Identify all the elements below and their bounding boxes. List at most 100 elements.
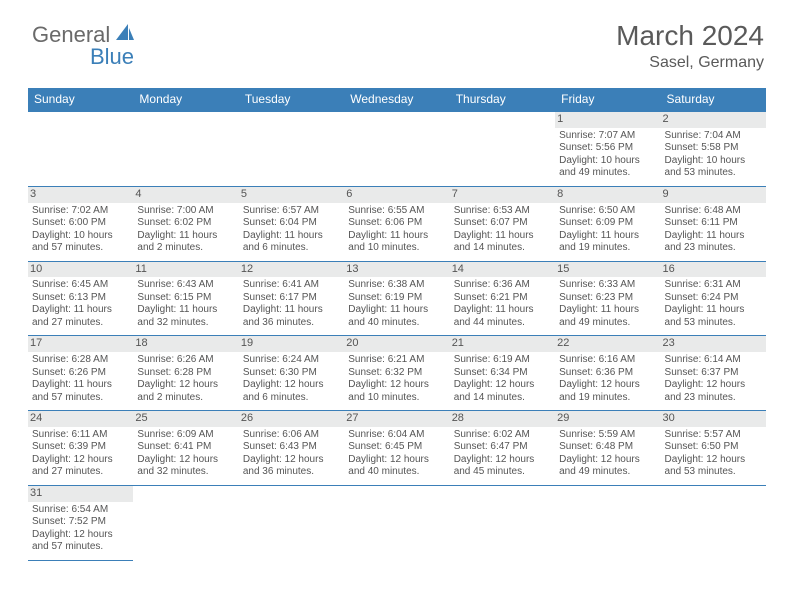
day-number: 9: [661, 187, 766, 203]
calendar-cell: 3Sunrise: 7:02 AMSunset: 6:00 PMDaylight…: [28, 186, 133, 261]
sunrise-label: Sunrise: 6:26 AM: [137, 354, 234, 367]
daylight-label: Daylight: 12 hours and 53 minutes.: [665, 454, 762, 479]
calendar-cell: 29Sunrise: 5:59 AMSunset: 6:48 PMDayligh…: [555, 411, 660, 486]
calendar-row: 24Sunrise: 6:11 AMSunset: 6:39 PMDayligh…: [28, 411, 766, 486]
calendar-cell: 5Sunrise: 6:57 AMSunset: 6:04 PMDaylight…: [239, 186, 344, 261]
sunrise-label: Sunrise: 6:14 AM: [665, 354, 762, 367]
sunset-label: Sunset: 6:07 PM: [454, 217, 551, 230]
day-number: 30: [661, 411, 766, 427]
day-number: 12: [239, 262, 344, 278]
day-number: 23: [661, 336, 766, 352]
calendar-cell: 22Sunrise: 6:16 AMSunset: 6:36 PMDayligh…: [555, 336, 660, 411]
calendar-cell: [555, 485, 660, 560]
day-number: 20: [344, 336, 449, 352]
sail-icon: [114, 22, 136, 44]
daylight-label: Daylight: 12 hours and 10 minutes.: [348, 379, 445, 404]
calendar-cell: [239, 111, 344, 186]
sunset-label: Sunset: 6:45 PM: [348, 441, 445, 454]
calendar-cell: 6Sunrise: 6:55 AMSunset: 6:06 PMDaylight…: [344, 186, 449, 261]
day-number: 7: [450, 187, 555, 203]
daylight-label: Daylight: 10 hours and 49 minutes.: [559, 155, 656, 180]
weekday-monday: Monday: [133, 88, 238, 111]
sunrise-label: Sunrise: 6:28 AM: [32, 354, 129, 367]
calendar-cell: 1Sunrise: 7:07 AMSunset: 5:56 PMDaylight…: [555, 111, 660, 186]
calendar-cell: 26Sunrise: 6:06 AMSunset: 6:43 PMDayligh…: [239, 411, 344, 486]
sunset-label: Sunset: 6:11 PM: [665, 217, 762, 230]
daylight-label: Daylight: 11 hours and 23 minutes.: [665, 230, 762, 255]
sunset-label: Sunset: 6:41 PM: [137, 441, 234, 454]
day-number: 25: [133, 411, 238, 427]
day-number: 26: [239, 411, 344, 427]
sunrise-label: Sunrise: 6:09 AM: [137, 429, 234, 442]
calendar-cell: 18Sunrise: 6:26 AMSunset: 6:28 PMDayligh…: [133, 336, 238, 411]
daylight-label: Daylight: 12 hours and 14 minutes.: [454, 379, 551, 404]
sunrise-label: Sunrise: 6:19 AM: [454, 354, 551, 367]
calendar-cell: [133, 485, 238, 560]
calendar-cell: 31Sunrise: 6:54 AMSunset: 7:52 PMDayligh…: [28, 485, 133, 560]
daylight-label: Daylight: 12 hours and 2 minutes.: [137, 379, 234, 404]
daylight-label: Daylight: 12 hours and 40 minutes.: [348, 454, 445, 479]
sunset-label: Sunset: 6:24 PM: [665, 292, 762, 305]
sunset-label: Sunset: 6:04 PM: [243, 217, 340, 230]
weekday-tuesday: Tuesday: [239, 88, 344, 111]
calendar-row: 3Sunrise: 7:02 AMSunset: 6:00 PMDaylight…: [28, 186, 766, 261]
sunrise-label: Sunrise: 6:43 AM: [137, 279, 234, 292]
sunset-label: Sunset: 6:23 PM: [559, 292, 656, 305]
weekday-friday: Friday: [555, 88, 660, 111]
logo-text-blue: Blue: [90, 44, 134, 70]
day-number: 28: [450, 411, 555, 427]
sunrise-label: Sunrise: 6:41 AM: [243, 279, 340, 292]
daylight-label: Daylight: 11 hours and 10 minutes.: [348, 230, 445, 255]
day-number: 21: [450, 336, 555, 352]
calendar-cell: 27Sunrise: 6:04 AMSunset: 6:45 PMDayligh…: [344, 411, 449, 486]
sunset-label: Sunset: 7:52 PM: [32, 516, 129, 529]
calendar-cell: 13Sunrise: 6:38 AMSunset: 6:19 PMDayligh…: [344, 261, 449, 336]
daylight-label: Daylight: 11 hours and 53 minutes.: [665, 304, 762, 329]
sunset-label: Sunset: 6:48 PM: [559, 441, 656, 454]
daylight-label: Daylight: 12 hours and 57 minutes.: [32, 529, 129, 554]
daylight-label: Daylight: 12 hours and 32 minutes.: [137, 454, 234, 479]
sunrise-label: Sunrise: 6:50 AM: [559, 205, 656, 218]
calendar-cell: [28, 111, 133, 186]
calendar-cell: 4Sunrise: 7:00 AMSunset: 6:02 PMDaylight…: [133, 186, 238, 261]
sunrise-label: Sunrise: 6:57 AM: [243, 205, 340, 218]
sunset-label: Sunset: 6:19 PM: [348, 292, 445, 305]
calendar-cell: [239, 485, 344, 560]
daylight-label: Daylight: 11 hours and 27 minutes.: [32, 304, 129, 329]
day-number: 31: [28, 486, 133, 502]
day-number: 1: [555, 112, 660, 128]
logo: General Blue: [32, 20, 138, 48]
sunrise-label: Sunrise: 6:04 AM: [348, 429, 445, 442]
title-block: March 2024 Sasel, Germany: [616, 20, 764, 72]
sunrise-label: Sunrise: 6:33 AM: [559, 279, 656, 292]
calendar-cell: 30Sunrise: 5:57 AMSunset: 6:50 PMDayligh…: [661, 411, 766, 486]
day-number: 17: [28, 336, 133, 352]
sunset-label: Sunset: 6:02 PM: [137, 217, 234, 230]
calendar-row: 1Sunrise: 7:07 AMSunset: 5:56 PMDaylight…: [28, 111, 766, 186]
daylight-label: Daylight: 12 hours and 27 minutes.: [32, 454, 129, 479]
day-number: 24: [28, 411, 133, 427]
day-number: 2: [661, 112, 766, 128]
daylight-label: Daylight: 12 hours and 49 minutes.: [559, 454, 656, 479]
sunrise-label: Sunrise: 7:00 AM: [137, 205, 234, 218]
sunrise-label: Sunrise: 6:55 AM: [348, 205, 445, 218]
day-number: 8: [555, 187, 660, 203]
sunset-label: Sunset: 6:28 PM: [137, 367, 234, 380]
calendar-cell: 2Sunrise: 7:04 AMSunset: 5:58 PMDaylight…: [661, 111, 766, 186]
sunset-label: Sunset: 6:17 PM: [243, 292, 340, 305]
header: General Blue March 2024 Sasel, Germany: [0, 0, 792, 80]
weekday-header-row: Sunday Monday Tuesday Wednesday Thursday…: [28, 88, 766, 111]
calendar-cell: 8Sunrise: 6:50 AMSunset: 6:09 PMDaylight…: [555, 186, 660, 261]
calendar-cell: 15Sunrise: 6:33 AMSunset: 6:23 PMDayligh…: [555, 261, 660, 336]
sunrise-label: Sunrise: 6:48 AM: [665, 205, 762, 218]
daylight-label: Daylight: 12 hours and 19 minutes.: [559, 379, 656, 404]
daylight-label: Daylight: 12 hours and 6 minutes.: [243, 379, 340, 404]
calendar-cell: 17Sunrise: 6:28 AMSunset: 6:26 PMDayligh…: [28, 336, 133, 411]
sunrise-label: Sunrise: 6:38 AM: [348, 279, 445, 292]
day-number: 5: [239, 187, 344, 203]
page-title: March 2024: [616, 20, 764, 52]
daylight-label: Daylight: 12 hours and 23 minutes.: [665, 379, 762, 404]
calendar-cell: 23Sunrise: 6:14 AMSunset: 6:37 PMDayligh…: [661, 336, 766, 411]
daylight-label: Daylight: 11 hours and 32 minutes.: [137, 304, 234, 329]
sunset-label: Sunset: 6:09 PM: [559, 217, 656, 230]
